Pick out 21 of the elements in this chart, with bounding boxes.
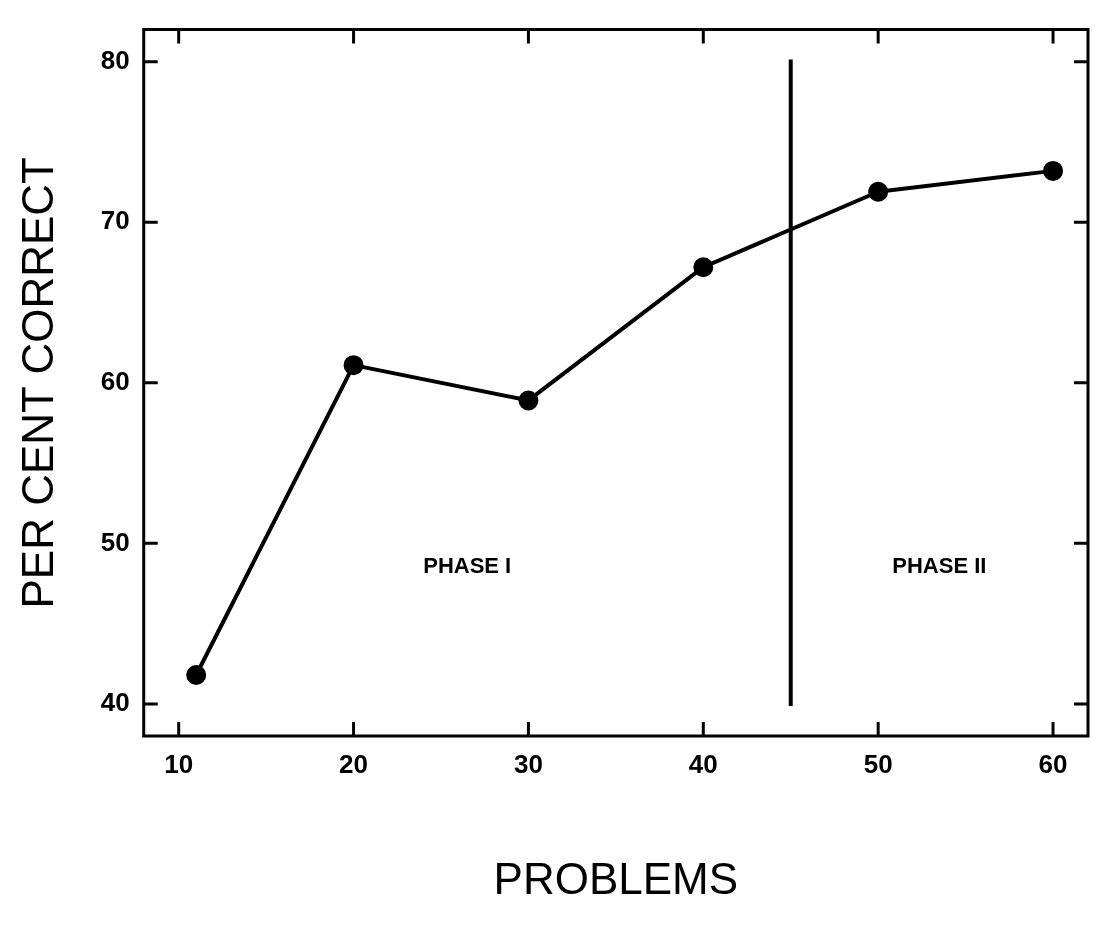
x-tick-label: 40 (688, 748, 718, 779)
y-axis-title: PER CENT CORRECT (12, 157, 62, 609)
x-tick-label: 60 (1038, 748, 1068, 779)
x-tick-label: 30 (513, 748, 543, 779)
y-tick-label: 70 (100, 205, 130, 236)
point (693, 257, 714, 278)
x-axis-title: PROBLEMS (493, 853, 739, 903)
annotation: PHASE I (423, 552, 512, 578)
point (343, 355, 364, 376)
y-tick-label: 40 (100, 687, 130, 718)
point (1043, 160, 1064, 181)
x-tick-label: 20 (339, 748, 369, 779)
x-tick-label: 50 (863, 748, 893, 779)
y-tick-label: 50 (100, 526, 130, 557)
y-tick-label: 80 (100, 44, 130, 75)
x-tick-label: 10 (164, 748, 194, 779)
point (518, 390, 539, 411)
point (868, 181, 889, 202)
y-tick-label: 60 (100, 365, 130, 396)
annotation: PHASE II (892, 552, 987, 578)
point (186, 664, 207, 685)
